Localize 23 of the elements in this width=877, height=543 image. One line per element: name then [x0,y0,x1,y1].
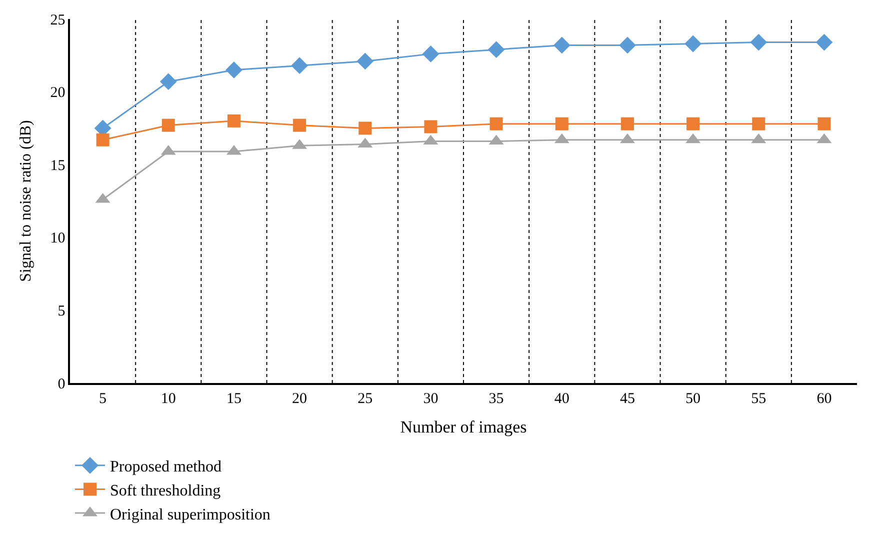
x-tick-label: 30 [423,390,438,407]
legend-label: Original superimposition [110,506,270,524]
x-tick-label: 55 [751,390,766,407]
x-tick-label: 35 [488,390,504,407]
x-tick-label: 45 [620,390,635,407]
y-tick-label: 20 [50,85,66,102]
y-tick-label: 5 [58,303,66,320]
x-tick-label: 10 [160,390,176,407]
y-axis-title: Signal to noise ratio (dB) [18,120,35,282]
x-tick-label: 20 [292,390,308,407]
x-tick-label: 40 [554,390,570,407]
legend-label: Proposed method [110,458,222,476]
y-tick-label: 0 [58,376,66,392]
x-tick-label: 50 [686,390,701,407]
x-tick-label: 25 [358,390,373,407]
y-tick-label: 10 [50,230,66,247]
x-tick-label: 60 [816,390,832,407]
x-axis-title: Number of images [400,418,527,437]
legend-label: Soft thresholding [110,482,221,500]
x-tick-label: 15 [226,390,242,407]
x-tick-label: 5 [99,390,107,407]
y-tick-label: 15 [50,158,66,174]
y-tick-label: 25 [50,12,66,28]
